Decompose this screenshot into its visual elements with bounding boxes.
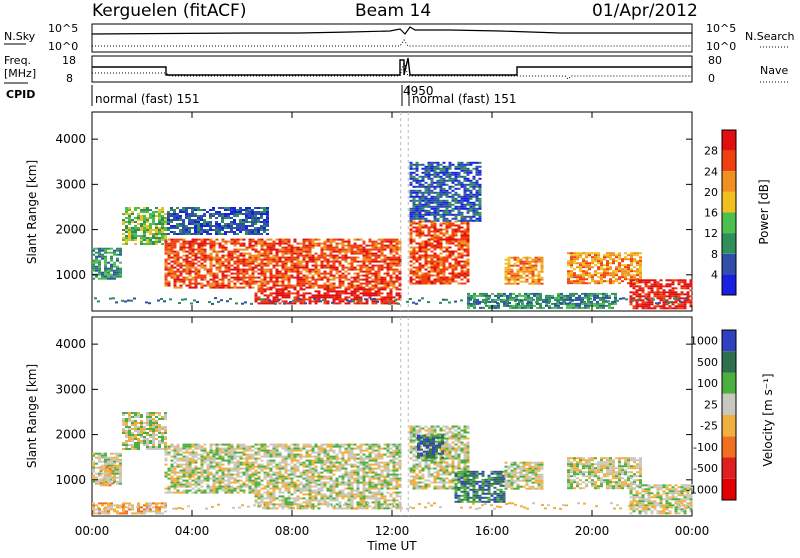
y-tick-label: 4000 <box>55 337 86 351</box>
colorbar-swatch <box>722 213 736 234</box>
colorbar-tick-label: 28 <box>704 145 718 158</box>
scatter-region <box>167 207 269 235</box>
colorbar-swatch <box>722 254 736 275</box>
date-title: 01/Apr/2012 <box>592 1 698 21</box>
station-title: Kerguelen (fitACF) <box>92 1 246 21</box>
x-axis-ticks: 00:00 04:00 08:00 12:00 16:00 20:00 00:00 <box>75 524 710 538</box>
power-ylabel: Slant Range [km] <box>25 160 39 264</box>
velocity-ylabel: Slant Range [km] <box>25 364 39 468</box>
colorbar-tick-label: 16 <box>704 207 718 220</box>
colorbar-tick-label: 1000 <box>690 335 718 348</box>
freq-label-1: Freq. <box>4 54 31 67</box>
cpid-label: CPID <box>6 88 35 101</box>
scatter-region <box>630 484 693 514</box>
nave-trace <box>92 62 692 79</box>
y-tick-label: 1000 <box>55 268 86 282</box>
scatter-region <box>467 293 617 309</box>
y-tick-label: 4000 <box>55 132 86 146</box>
colorbar-tick-label: 20 <box>704 186 718 199</box>
nsearch-label: N.Search <box>745 30 795 43</box>
scatter-region <box>255 288 402 304</box>
colorbar-tick-label: -500 <box>693 462 718 475</box>
y-tick-label: 3000 <box>55 382 86 396</box>
colorbar-swatch <box>722 233 736 254</box>
scatter-region <box>165 239 402 289</box>
velocity-heatmap <box>92 412 693 514</box>
cpid-segment-1: normal (fast) 151 <box>95 92 199 106</box>
colorbar-tick-label: 12 <box>704 227 718 240</box>
scatter-region <box>505 257 544 285</box>
colorbar-swatch <box>722 130 736 151</box>
y-tick-label: 2000 <box>55 223 86 237</box>
nsky-tick-bottom: 10^0 <box>48 40 78 53</box>
colorbar-tick-label: 100 <box>697 377 718 390</box>
nsky-label: N.Sky <box>4 30 36 43</box>
freq-trace <box>92 58 692 75</box>
y-tick-label: 3000 <box>55 177 86 191</box>
colorbar-tick-label: 24 <box>704 165 718 178</box>
nsearch-tick-bottom: 10^0 <box>706 40 736 53</box>
colorbar-tick-label: 25 <box>704 398 718 411</box>
colorbar-swatch <box>722 436 736 457</box>
colorbar-swatch <box>722 171 736 192</box>
scatter-region <box>455 471 506 503</box>
power-colorbar-label: Power [dB] <box>757 179 771 244</box>
ground-scatter-band <box>97 502 691 510</box>
freq-label-2: [MHz] <box>4 67 36 80</box>
x-axis-title: Time UT <box>366 539 417 553</box>
colorbar-tick-label: -25 <box>700 420 718 433</box>
power-colorbar: 4 8 12 16 20 24 28 <box>704 130 736 295</box>
scatter-region <box>255 493 402 509</box>
colorbar-tick-label: 8 <box>711 248 718 261</box>
x-tick-label: 00:00 <box>675 524 710 538</box>
x-tick-label: 20:00 <box>575 524 610 538</box>
x-tick-label: 00:00 <box>75 524 110 538</box>
scatter-region <box>410 162 482 222</box>
cpid-segment-3: normal (fast) 151 <box>412 92 516 106</box>
nave-tick-top: 80 <box>708 54 722 67</box>
colorbar-swatch <box>722 274 736 295</box>
x-tick-label: 04:00 <box>175 524 210 538</box>
nave-tick-bottom: 0 <box>708 72 715 85</box>
nsky-panel: N.Sky 10^5 10^0 N.Search 10^5 10^0 <box>4 22 795 53</box>
beam-title: Beam 14 <box>355 1 431 21</box>
x-tick-label: 16:00 <box>475 524 510 538</box>
colorbar-tick-label: -1000 <box>686 483 718 496</box>
scatter-region <box>165 444 402 494</box>
colorbar-swatch <box>722 394 736 415</box>
scatter-region <box>410 221 470 285</box>
colorbar-swatch <box>722 330 736 351</box>
colorbar-tick-label: -100 <box>693 441 718 454</box>
y-tick-label: 1000 <box>55 473 86 487</box>
colorbar-swatch <box>722 415 736 436</box>
colorbar-swatch <box>722 192 736 213</box>
colorbar-swatch <box>722 151 736 172</box>
velocity-colorbar-label: Velocity [m s⁻¹] <box>761 373 775 466</box>
x-tick-label: 12:00 <box>375 524 410 538</box>
freq-tick-bottom: 8 <box>66 72 73 85</box>
colorbar-swatch <box>722 479 736 500</box>
colorbar-swatch <box>722 458 736 479</box>
power-heatmap <box>92 162 693 309</box>
scatter-region <box>122 207 167 245</box>
y-tick-label: 2000 <box>55 428 86 442</box>
nsearch-trace <box>92 40 692 46</box>
nave-label: Nave <box>760 64 788 77</box>
nsky-tick-top: 10^5 <box>48 22 78 35</box>
scatter-region <box>122 412 167 450</box>
scatter-region <box>505 462 544 490</box>
nsearch-tick-top: 10^5 <box>706 22 736 35</box>
velocity-colorbar: 1000 500 100 25 -25 -100 -500 -1000 <box>686 330 736 500</box>
velocity-panel: 1000 2000 3000 4000 Slant Range [km] 1000 50… <box>25 317 775 516</box>
freq-tick-top: 18 <box>62 54 76 67</box>
colorbar-tick-label: 4 <box>711 268 718 281</box>
freq-panel: Freq. [MHz] 18 8 Nave 80 0 CPID normal (… <box>4 54 790 106</box>
colorbar-swatch <box>722 373 736 394</box>
x-tick-label: 08:00 <box>275 524 310 538</box>
power-panel: 1000 2000 3000 4000 Slant Range [km] 4 8 12 16… <box>25 112 771 311</box>
colorbar-tick-label: 500 <box>697 356 718 369</box>
colorbar-swatch <box>722 351 736 372</box>
nsky-trace <box>92 27 692 34</box>
